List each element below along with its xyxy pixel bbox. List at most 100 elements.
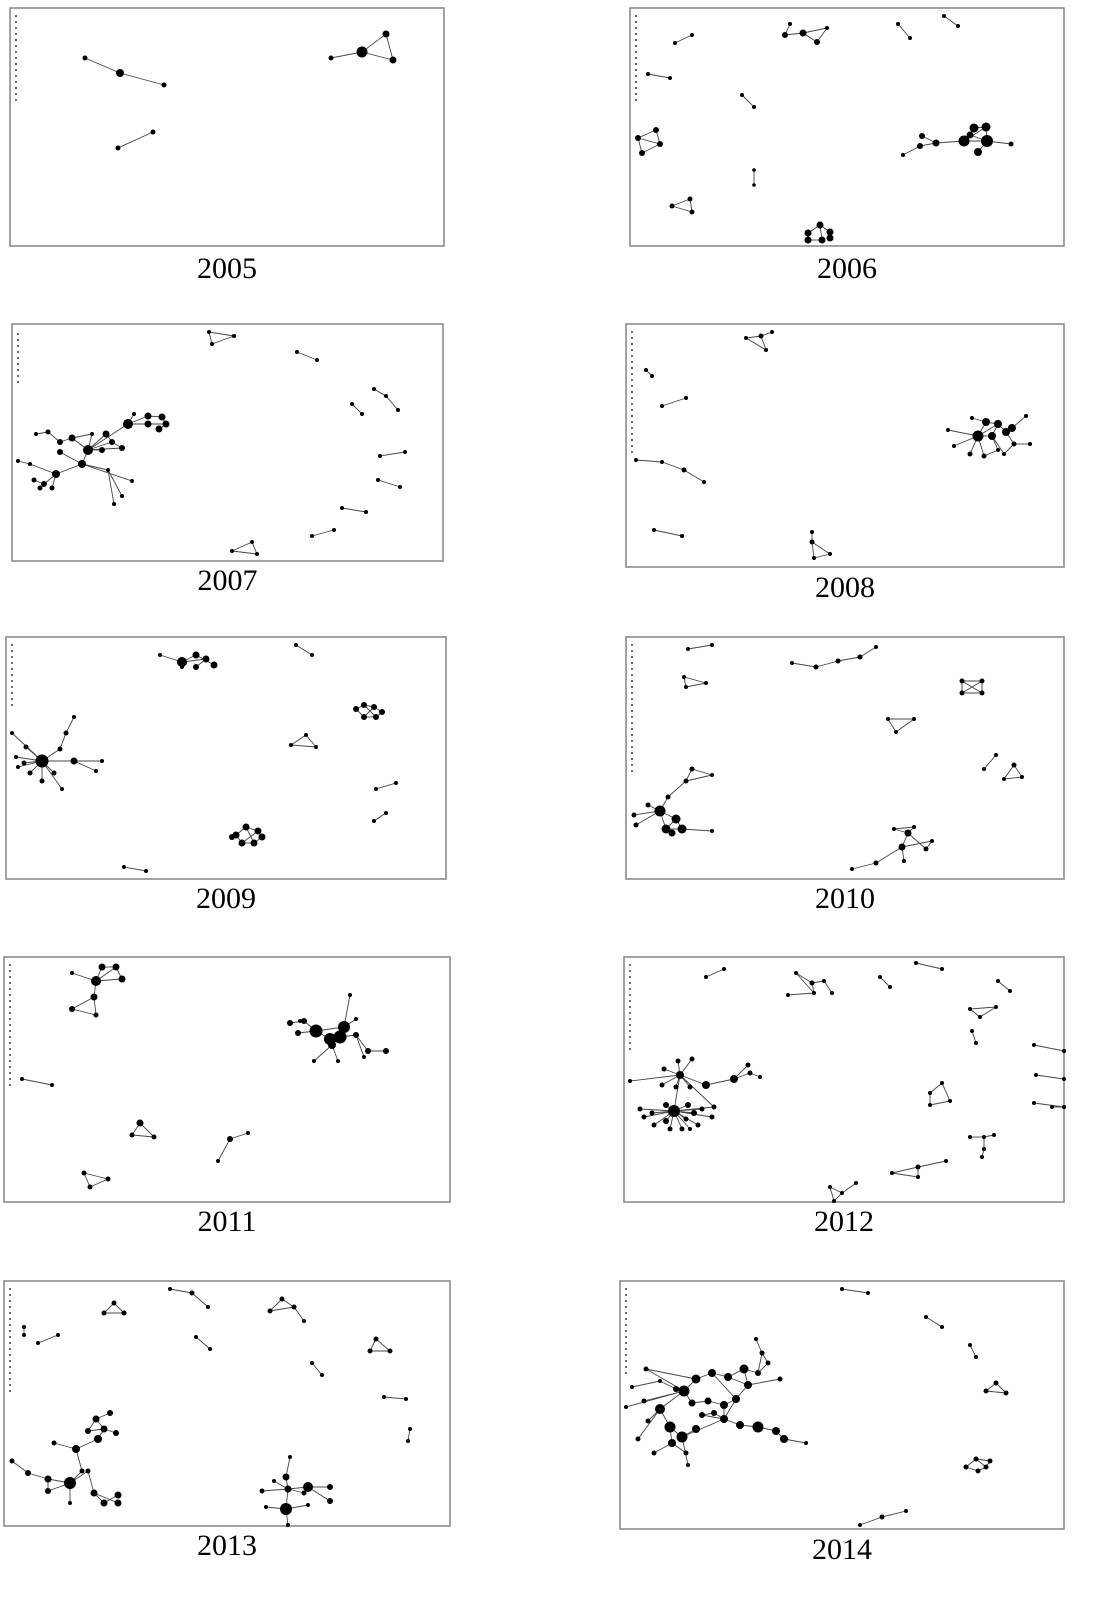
isolated-node-marker	[631, 656, 633, 658]
isolated-node-marker	[631, 367, 633, 369]
network-node	[246, 1131, 250, 1135]
network-node	[745, 1062, 751, 1068]
network-node	[816, 221, 824, 229]
network-node	[151, 1134, 157, 1140]
network-edge	[674, 34, 693, 44]
isolated-node-marker	[631, 337, 633, 339]
network-edge	[293, 1306, 305, 1322]
network-node	[406, 1439, 410, 1443]
network-node	[671, 814, 681, 824]
network-node	[704, 681, 708, 685]
network-node	[699, 1106, 705, 1112]
network-edge	[21, 1078, 53, 1086]
panel-frame	[623, 956, 1065, 1203]
isolated-node-marker	[631, 752, 633, 754]
network-edge	[667, 780, 687, 798]
network-node	[216, 1159, 220, 1163]
network-node	[288, 1455, 292, 1459]
network-node	[255, 552, 259, 556]
network-edge	[169, 1288, 193, 1294]
network-node	[754, 1337, 758, 1341]
network-node	[651, 1122, 657, 1128]
panel-caption-2005: 2005	[197, 252, 257, 285]
network-edge	[879, 976, 891, 988]
network-node	[93, 1012, 99, 1018]
network-edge	[55, 463, 83, 475]
network-graph	[9, 7, 445, 247]
network-node	[44, 1475, 52, 1483]
panel-frame	[619, 1280, 1065, 1530]
isolated-node-marker	[15, 33, 17, 35]
network-node	[158, 413, 166, 421]
isolated-node-marker	[15, 15, 17, 17]
isolated-node-marker	[9, 1294, 11, 1296]
network-node	[282, 1473, 290, 1481]
isolated-node-marker	[635, 69, 637, 71]
network-node	[959, 678, 965, 684]
network-node	[340, 506, 344, 510]
network-node	[72, 715, 76, 719]
network-node	[384, 811, 388, 815]
network-edge	[191, 1292, 209, 1308]
network-node	[809, 980, 815, 986]
network-node	[912, 717, 916, 721]
network-edge	[673, 1074, 681, 1112]
network-node	[16, 765, 20, 769]
network-node	[22, 1333, 26, 1337]
network-node	[301, 1018, 307, 1024]
network-graph	[623, 956, 1066, 1203]
network-node	[668, 1105, 680, 1117]
isolated-node-marker	[625, 1366, 627, 1368]
isolated-node-marker	[9, 1300, 11, 1302]
isolated-node-marker	[9, 1312, 11, 1314]
network-edge	[117, 131, 154, 149]
network-node	[371, 704, 377, 710]
panel-caption-2008: 2008	[815, 571, 875, 604]
network-node	[978, 1015, 982, 1019]
network-graph	[3, 956, 451, 1203]
network-node	[968, 1007, 972, 1011]
network-edge	[829, 1186, 843, 1194]
network-node	[210, 661, 218, 669]
network-edge	[859, 1516, 883, 1526]
isolated-node-marker	[635, 15, 637, 17]
network-node	[987, 1458, 993, 1464]
isolated-node-marker	[631, 349, 633, 351]
isolated-node-marker	[631, 698, 633, 700]
isolated-node-marker	[15, 75, 17, 77]
network-edge	[711, 1372, 737, 1400]
network-node	[250, 839, 258, 847]
network-node	[890, 1171, 894, 1175]
isolated-node-marker	[11, 698, 13, 700]
network-node	[828, 552, 832, 556]
network-node	[10, 731, 14, 735]
network-node	[661, 1066, 667, 1072]
network-edge	[351, 403, 363, 415]
network-node	[996, 448, 1000, 452]
network-edge	[311, 1362, 323, 1376]
network-graph	[629, 7, 1065, 247]
network-node	[105, 1176, 111, 1182]
network-edge	[679, 1074, 715, 1108]
network-edge	[311, 529, 335, 537]
network-node	[350, 402, 354, 406]
network-node	[663, 1102, 669, 1108]
network-node	[364, 510, 368, 514]
network-panel-2007	[11, 323, 444, 562]
network-node	[112, 963, 120, 971]
network-node	[747, 1070, 753, 1076]
network-node	[635, 1436, 641, 1442]
network-node	[689, 209, 695, 215]
network-node	[354, 1017, 358, 1021]
network-edge	[375, 782, 397, 790]
network-node	[917, 143, 923, 149]
network-node	[57, 449, 63, 455]
network-edge	[290, 744, 317, 748]
network-edge	[81, 463, 133, 482]
network-node	[646, 72, 650, 76]
network-node	[924, 1315, 928, 1319]
network-edge	[59, 732, 67, 750]
network-edge	[915, 962, 943, 970]
isolated-node-marker	[631, 704, 633, 706]
network-node	[946, 428, 950, 432]
